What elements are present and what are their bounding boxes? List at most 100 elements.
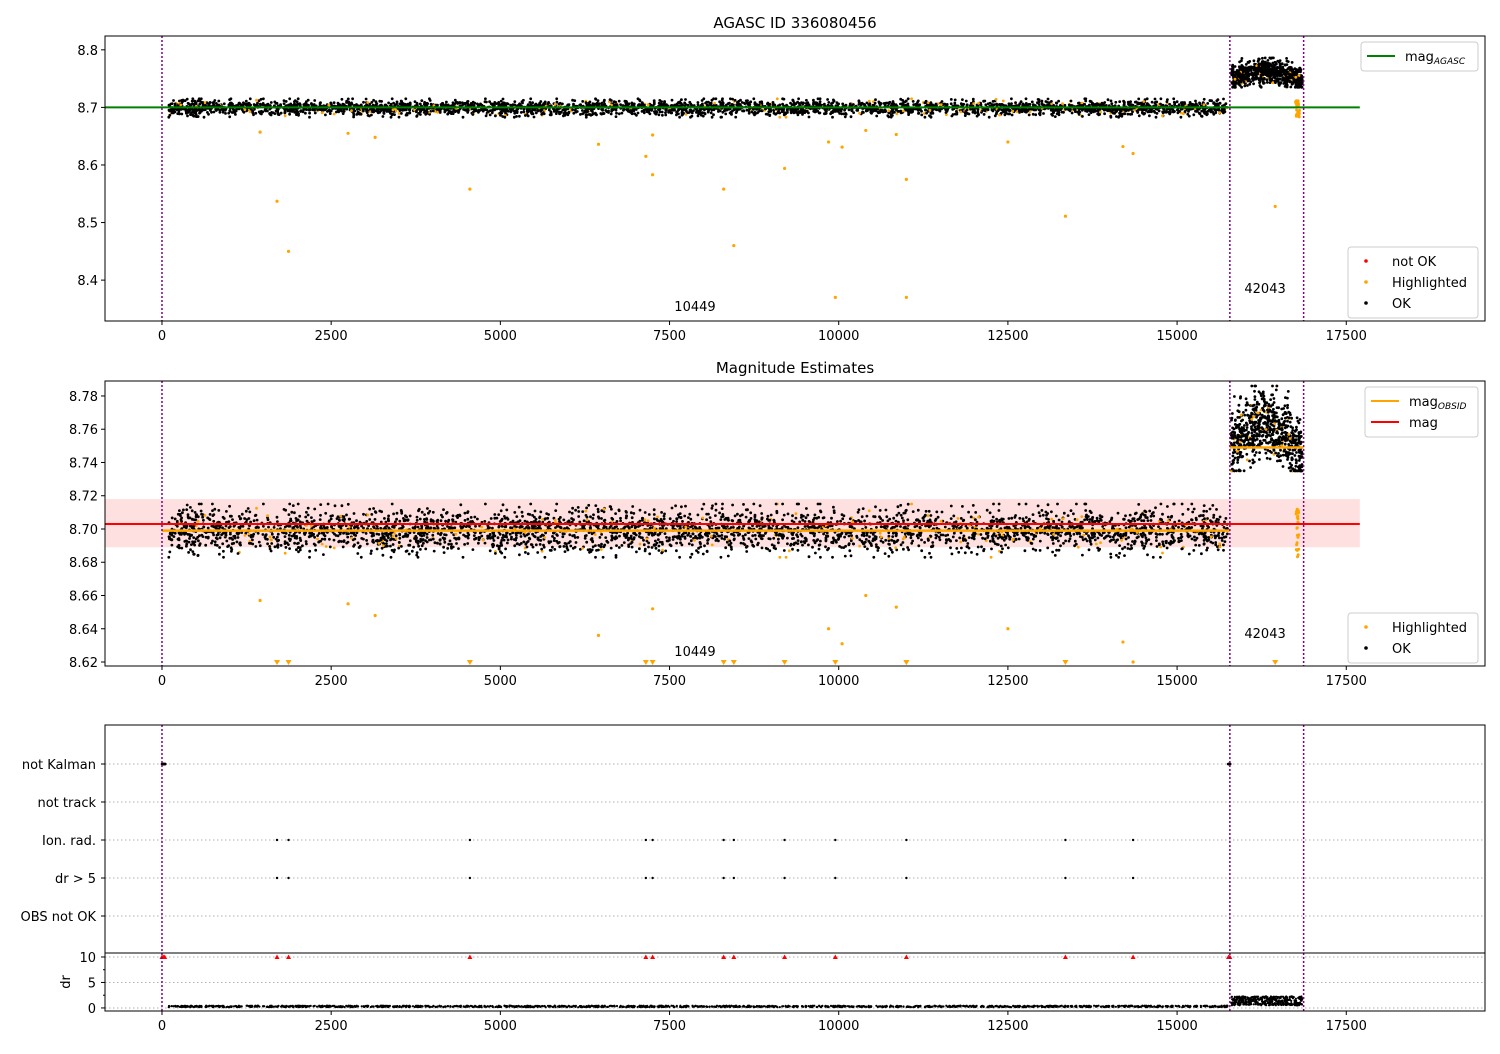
data-point [831, 116, 834, 119]
data-point [758, 104, 761, 107]
data-point [426, 111, 429, 114]
data-point [571, 108, 574, 111]
data-point [955, 113, 958, 116]
data-point [563, 545, 566, 548]
data-point [983, 113, 986, 116]
data-point [304, 102, 307, 105]
data-point [950, 102, 953, 105]
data-point [868, 100, 871, 103]
data-point [416, 102, 419, 105]
data-point [793, 111, 796, 114]
data-point [924, 116, 927, 119]
data-point [455, 110, 458, 113]
data-point [558, 103, 561, 106]
data-point [800, 110, 803, 113]
data-point [1180, 116, 1183, 119]
data-point [167, 116, 170, 119]
data-point [697, 113, 700, 116]
y-tick-label: 8.7 [77, 101, 98, 116]
data-point [1137, 98, 1140, 101]
data-point [540, 113, 543, 116]
data-point [416, 114, 419, 117]
data-point [610, 547, 613, 550]
data-point [1055, 102, 1058, 105]
data-point [341, 98, 344, 101]
data-point [655, 113, 658, 116]
data-point [964, 110, 967, 113]
data-point [549, 110, 552, 113]
data-point [1269, 78, 1272, 81]
data-point [661, 111, 664, 114]
data-point [293, 100, 296, 103]
data-point [178, 509, 181, 512]
data-point [1291, 61, 1294, 64]
data-point [1272, 66, 1275, 69]
data-point [907, 503, 910, 506]
data-point [1096, 102, 1099, 105]
data-point [553, 109, 556, 112]
data-point [688, 542, 691, 545]
data-point [760, 109, 763, 112]
data-point [1212, 102, 1215, 105]
data-point [1231, 86, 1234, 89]
data-point [1279, 59, 1282, 62]
data-point [1295, 83, 1298, 86]
data-point [748, 109, 751, 112]
data-point [308, 109, 311, 112]
data-point [688, 513, 691, 516]
data-point [691, 544, 694, 547]
data-point [217, 104, 220, 107]
x-tick-label: 15000 [1156, 329, 1197, 344]
data-point [991, 103, 994, 106]
data-point [610, 113, 613, 116]
y-tick-label: 8.4 [77, 274, 98, 289]
data-point [962, 103, 965, 106]
data-point [1250, 65, 1253, 68]
data-point [675, 542, 678, 545]
data-point [1223, 521, 1226, 524]
data-point [1192, 113, 1195, 116]
data-point [687, 104, 690, 107]
data-point [342, 112, 345, 115]
data-point [568, 111, 571, 114]
x-tick-label: 17500 [1326, 329, 1367, 344]
data-point [500, 100, 503, 103]
data-point [295, 548, 298, 551]
data-point [769, 109, 772, 112]
data-point [217, 100, 220, 103]
data-point [168, 109, 171, 112]
data-point [402, 535, 405, 538]
data-point [293, 511, 296, 514]
data-point [689, 556, 692, 559]
data-point [485, 114, 488, 117]
data-point [917, 100, 920, 103]
data-point [786, 537, 789, 540]
data-point [671, 99, 674, 102]
data-point [1224, 540, 1227, 543]
data-point [244, 108, 247, 111]
data-point [1231, 82, 1234, 85]
data-point [796, 111, 799, 114]
data-point [191, 103, 194, 106]
data-point [798, 104, 801, 107]
data-point [892, 517, 895, 520]
data-point [299, 539, 302, 542]
data-point [1281, 67, 1284, 70]
data-point [245, 510, 248, 513]
data-point [1037, 98, 1040, 101]
data-point [1131, 540, 1134, 543]
highlighted-point [1295, 115, 1298, 118]
data-point [972, 98, 975, 101]
data-point [1123, 112, 1126, 115]
data-point [1034, 549, 1037, 552]
data-point [850, 534, 853, 537]
data-point [284, 111, 287, 114]
data-point [635, 551, 638, 554]
data-point [1209, 99, 1212, 102]
data-point [1269, 63, 1272, 66]
panel-magnitude-estimates: 8.628.648.668.688.708.728.748.768.78Magn… [69, 359, 1485, 689]
data-point [449, 110, 452, 113]
data-point [1239, 75, 1242, 78]
data-point [926, 104, 929, 107]
data-point [428, 97, 431, 100]
